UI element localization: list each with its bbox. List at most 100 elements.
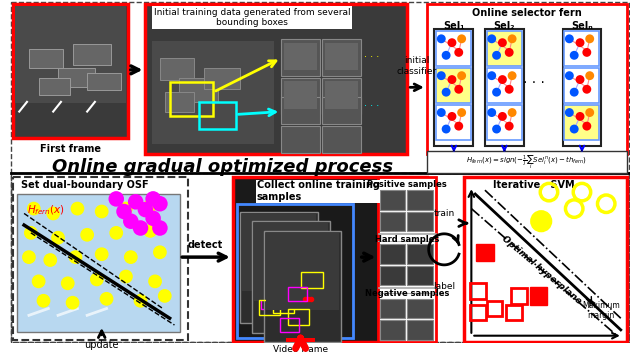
Bar	[487, 105, 522, 140]
Circle shape	[152, 196, 168, 211]
Circle shape	[33, 275, 44, 287]
Bar	[58, 68, 95, 87]
Text: Maximum
margin: Maximum margin	[582, 301, 620, 320]
Bar	[427, 4, 627, 154]
Bar	[284, 81, 317, 109]
Circle shape	[584, 49, 590, 56]
Circle shape	[154, 246, 166, 258]
Bar	[378, 287, 436, 288]
Text: Online selector fern: Online selector fern	[472, 8, 582, 18]
Bar	[427, 152, 627, 173]
Circle shape	[499, 76, 506, 83]
Text: :: :	[452, 143, 456, 153]
Circle shape	[584, 123, 590, 130]
Bar	[17, 194, 180, 332]
Text: Initial training data generated from several
bounding boxes: Initial training data generated from sev…	[154, 8, 350, 27]
Circle shape	[159, 290, 171, 302]
Circle shape	[438, 72, 445, 79]
Bar	[407, 299, 433, 318]
Bar	[463, 177, 627, 342]
Bar	[164, 92, 194, 112]
Text: :: :	[502, 143, 506, 153]
Bar	[199, 102, 236, 129]
Circle shape	[586, 72, 593, 79]
Circle shape	[571, 126, 577, 132]
Circle shape	[125, 251, 136, 263]
Bar	[243, 213, 316, 291]
Circle shape	[499, 113, 506, 120]
Bar	[407, 245, 433, 264]
Bar	[380, 266, 405, 285]
Bar	[487, 301, 502, 316]
Bar	[325, 43, 358, 70]
Bar	[241, 211, 318, 323]
Bar	[322, 39, 361, 76]
Circle shape	[47, 208, 59, 219]
Bar	[301, 272, 323, 287]
Circle shape	[488, 72, 495, 79]
Circle shape	[455, 86, 462, 93]
Bar	[259, 300, 280, 315]
Bar	[264, 231, 341, 342]
Circle shape	[128, 194, 143, 210]
Circle shape	[586, 109, 593, 116]
Text: Negative samples: Negative samples	[365, 289, 449, 298]
Circle shape	[81, 229, 93, 241]
Circle shape	[28, 203, 40, 215]
Bar	[564, 31, 600, 66]
Text: Set dual-boundary OSF: Set dual-boundary OSF	[21, 181, 148, 190]
Text: Sel₂: Sel₂	[493, 21, 515, 32]
Bar	[563, 29, 602, 145]
Bar	[252, 221, 330, 333]
Circle shape	[449, 76, 455, 83]
Circle shape	[571, 89, 577, 96]
Bar	[170, 82, 213, 116]
Bar	[294, 288, 314, 302]
Circle shape	[145, 200, 156, 211]
Bar	[380, 211, 405, 231]
Text: · · ·: · · ·	[522, 76, 545, 90]
Text: :: :	[580, 143, 584, 153]
Circle shape	[458, 109, 465, 116]
Circle shape	[499, 39, 506, 46]
Circle shape	[449, 113, 455, 120]
Circle shape	[72, 203, 83, 215]
Bar	[145, 4, 407, 154]
Bar	[275, 266, 295, 279]
Circle shape	[566, 72, 573, 79]
Bar	[261, 296, 281, 309]
Bar	[266, 287, 287, 302]
Bar	[435, 29, 474, 145]
Text: · · ·: · · ·	[364, 101, 379, 111]
Bar	[564, 105, 600, 140]
Circle shape	[506, 86, 513, 93]
Circle shape	[91, 274, 102, 285]
Bar	[485, 29, 524, 145]
Text: detect: detect	[188, 240, 223, 250]
Circle shape	[449, 39, 455, 46]
Bar	[204, 68, 241, 89]
Circle shape	[132, 220, 148, 236]
Circle shape	[23, 251, 35, 263]
Bar	[487, 31, 522, 66]
Circle shape	[443, 89, 449, 96]
Bar	[150, 39, 276, 145]
Text: train: train	[433, 209, 455, 218]
Circle shape	[443, 126, 449, 132]
Circle shape	[67, 297, 79, 309]
Bar	[380, 299, 405, 318]
Circle shape	[586, 35, 593, 42]
Bar	[322, 97, 361, 124]
Bar	[233, 177, 427, 342]
Text: Sel₁: Sel₁	[443, 21, 465, 32]
Circle shape	[458, 72, 465, 79]
Bar	[280, 318, 299, 332]
Bar	[38, 78, 70, 95]
Text: initial
classifier: initial classifier	[397, 56, 437, 76]
Text: Collect online training
samples: Collect online training samples	[257, 181, 380, 202]
Bar	[380, 190, 405, 210]
Circle shape	[493, 52, 500, 59]
Circle shape	[488, 35, 495, 42]
Circle shape	[506, 49, 513, 56]
Bar	[511, 288, 527, 304]
